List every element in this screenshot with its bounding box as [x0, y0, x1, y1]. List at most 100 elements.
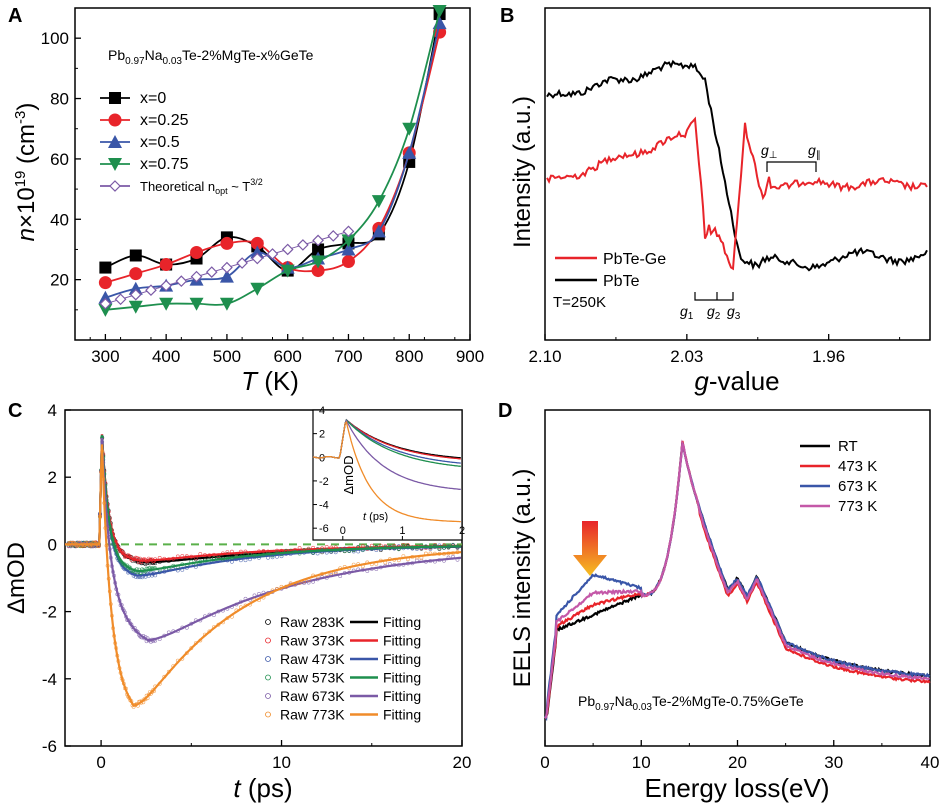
inset-line-5 — [312, 420, 461, 523]
fit-line-3 — [65, 435, 462, 573]
series-line-2 — [544, 442, 931, 722]
x-tick-label-20: 20 — [453, 753, 472, 772]
data-point-triangle-down — [280, 264, 295, 278]
data-point-diamond — [297, 239, 309, 251]
legend-marker-square — [109, 92, 121, 104]
inset-y-tick-label--6: -6 — [319, 523, 329, 535]
panel-d: D 0 10 20 30 40 RT 473 K 673 K 773 K Pb0.97Na0.… — [498, 400, 939, 803]
y-tick-label-20: 20 — [50, 271, 69, 290]
data-point-triangle-down — [311, 255, 326, 269]
x-tick-label-400: 400 — [152, 347, 180, 366]
panel-a-xlabel: T (K) — [241, 366, 299, 396]
legend-label-0: x=0 — [140, 90, 166, 107]
legend-fit-label-1: Fitting — [383, 633, 421, 649]
data-point-triangle-up — [371, 224, 386, 238]
g-value-markers: g1 g2 g3 g⊥ g∥ — [680, 142, 821, 322]
data-point-circle — [250, 236, 264, 250]
data-point-diamond — [175, 275, 188, 287]
data-point-triangle-down — [341, 234, 356, 248]
legend-label-4: Theoretical nopt ~ T3/2 — [140, 177, 263, 196]
inset-y-tick-label-2: 2 — [319, 429, 325, 441]
g-perp-label: g⊥ — [761, 142, 778, 161]
x-tick-label-700: 700 — [334, 347, 362, 366]
panel-label-d: D — [498, 400, 512, 422]
panel-label-c: C — [8, 400, 22, 422]
data-point-circle — [311, 264, 325, 278]
data-point-triangle-down — [128, 300, 143, 314]
g2-label: g2 — [707, 303, 721, 322]
inset-x-tick-label-2: 2 — [459, 525, 465, 537]
legend-label-0: RT — [838, 438, 858, 455]
panel-a-ticks: 300 400 500 600 700 800 900 20 40 60 80 100 — [41, 29, 485, 366]
series-line-3 — [544, 439, 931, 719]
data-point-diamond — [190, 270, 203, 283]
legend-raw-marker-4 — [265, 693, 271, 699]
data-point-circle — [159, 258, 173, 272]
panel-d-label: Pb0.97Na0.03Te-2%MgTe-0.75%GeTe — [578, 693, 804, 713]
data-point-triangle-up — [98, 290, 113, 304]
data-point-triangle-down — [371, 195, 386, 209]
legend-raw-label-0: Raw 283K — [280, 614, 345, 630]
legend-raw-marker-0 — [265, 619, 271, 625]
legend-raw-marker-1 — [265, 637, 271, 644]
x-tick-label-2.1: 2.10 — [528, 347, 561, 366]
data-point-diamond — [266, 248, 279, 260]
inset-x-tick-label-1: 1 — [399, 525, 405, 537]
panel-a-plot — [98, 5, 447, 317]
y-tick-label--6: -6 — [42, 737, 57, 756]
data-point-triangle-up — [219, 269, 234, 283]
y-tick-label-80: 80 — [50, 90, 69, 109]
legend-raw-marker-2 — [265, 656, 271, 662]
panel-c-plot — [65, 434, 462, 709]
panel-c-frame — [64, 409, 463, 747]
panel-a: A 300 400 500 600 700 800 900 20 40 60 80 100 Pb0.9… — [8, 5, 484, 396]
data-point-circle — [190, 245, 204, 259]
data-point-triangle-down — [159, 297, 174, 311]
x-tick-label-800: 800 — [395, 347, 423, 366]
inset-x-tick-label-0: 0 — [340, 525, 346, 537]
inset-y-tick-label-4: 4 — [319, 405, 325, 417]
legend-label-3: 773 K — [838, 498, 877, 515]
legend-raw-label-5: Raw 773K — [280, 707, 345, 723]
legend-label-1: x=0.25 — [140, 112, 189, 129]
panel-d-legend: RT 473 K 673 K 773 K — [800, 438, 877, 515]
panel-b-ticks: 2.10 2.03 1.96 — [528, 334, 901, 366]
y-tick-label--4: -4 — [42, 670, 57, 689]
y-tick-label-4: 4 — [48, 401, 57, 420]
panel-b-frame — [544, 7, 931, 341]
legend-fit-label-3: Fitting — [383, 670, 421, 686]
legend-raw-label-1: Raw 373K — [280, 633, 345, 649]
data-point-diamond — [205, 266, 218, 278]
legend-fit-label-2: Fitting — [383, 651, 421, 667]
data-point-triangle-down — [98, 303, 113, 317]
data-point-diamond — [281, 243, 294, 256]
legend-marker-circle — [108, 113, 122, 127]
x-tick-label-30: 30 — [824, 753, 843, 772]
legend-label-0: PbTe-Ge — [603, 251, 666, 268]
g1-label: g1 — [680, 303, 694, 322]
g123-bracket — [694, 292, 734, 301]
panel-b-ylabel: Intensity (a.u.) — [509, 96, 536, 248]
legend-raw-label-4: Raw 673K — [280, 688, 345, 704]
panel-a-ylabel: n×1019 (cm-3) — [12, 103, 40, 242]
inset-xlabel: t (ps) — [363, 511, 388, 523]
data-point-square — [312, 243, 325, 256]
data-point-triangle-up — [250, 245, 265, 259]
y-tick-label-0: 0 — [48, 535, 57, 554]
data-point-circle — [341, 255, 355, 269]
data-point-triangle-down — [432, 5, 447, 19]
panel-d-xlabel: Energy loss(eV) — [645, 773, 830, 803]
x-tick-label-900: 900 — [456, 347, 484, 366]
panel-b-plot — [546, 59, 928, 272]
y-tick-label-2: 2 — [48, 468, 57, 487]
legend-label-3: x=0.75 — [140, 156, 189, 173]
legend-label-2: x=0.5 — [140, 134, 180, 151]
data-point-diamond — [145, 284, 157, 297]
x-tick-label-10: 10 — [272, 753, 291, 772]
legend-marker-triangle-down — [108, 158, 122, 171]
g3-label: g3 — [727, 303, 741, 322]
x-tick-label-0: 0 — [540, 753, 549, 772]
panel-a-legend: x=0 x=0.25 x=0.5 x=0.75 Theoretical nopt ~ T… — [100, 90, 263, 196]
